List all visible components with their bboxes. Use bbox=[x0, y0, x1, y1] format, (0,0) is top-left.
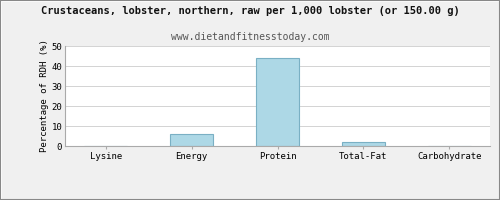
Bar bbox=[342, 142, 385, 146]
Text: www.dietandfitnesstoday.com: www.dietandfitnesstoday.com bbox=[170, 32, 330, 42]
Bar bbox=[256, 58, 299, 146]
Text: Crustaceans, lobster, northern, raw per 1,000 lobster (or 150.00 g): Crustaceans, lobster, northern, raw per … bbox=[40, 6, 460, 16]
Bar bbox=[170, 134, 213, 146]
Y-axis label: Percentage of RDH (%): Percentage of RDH (%) bbox=[40, 40, 48, 152]
